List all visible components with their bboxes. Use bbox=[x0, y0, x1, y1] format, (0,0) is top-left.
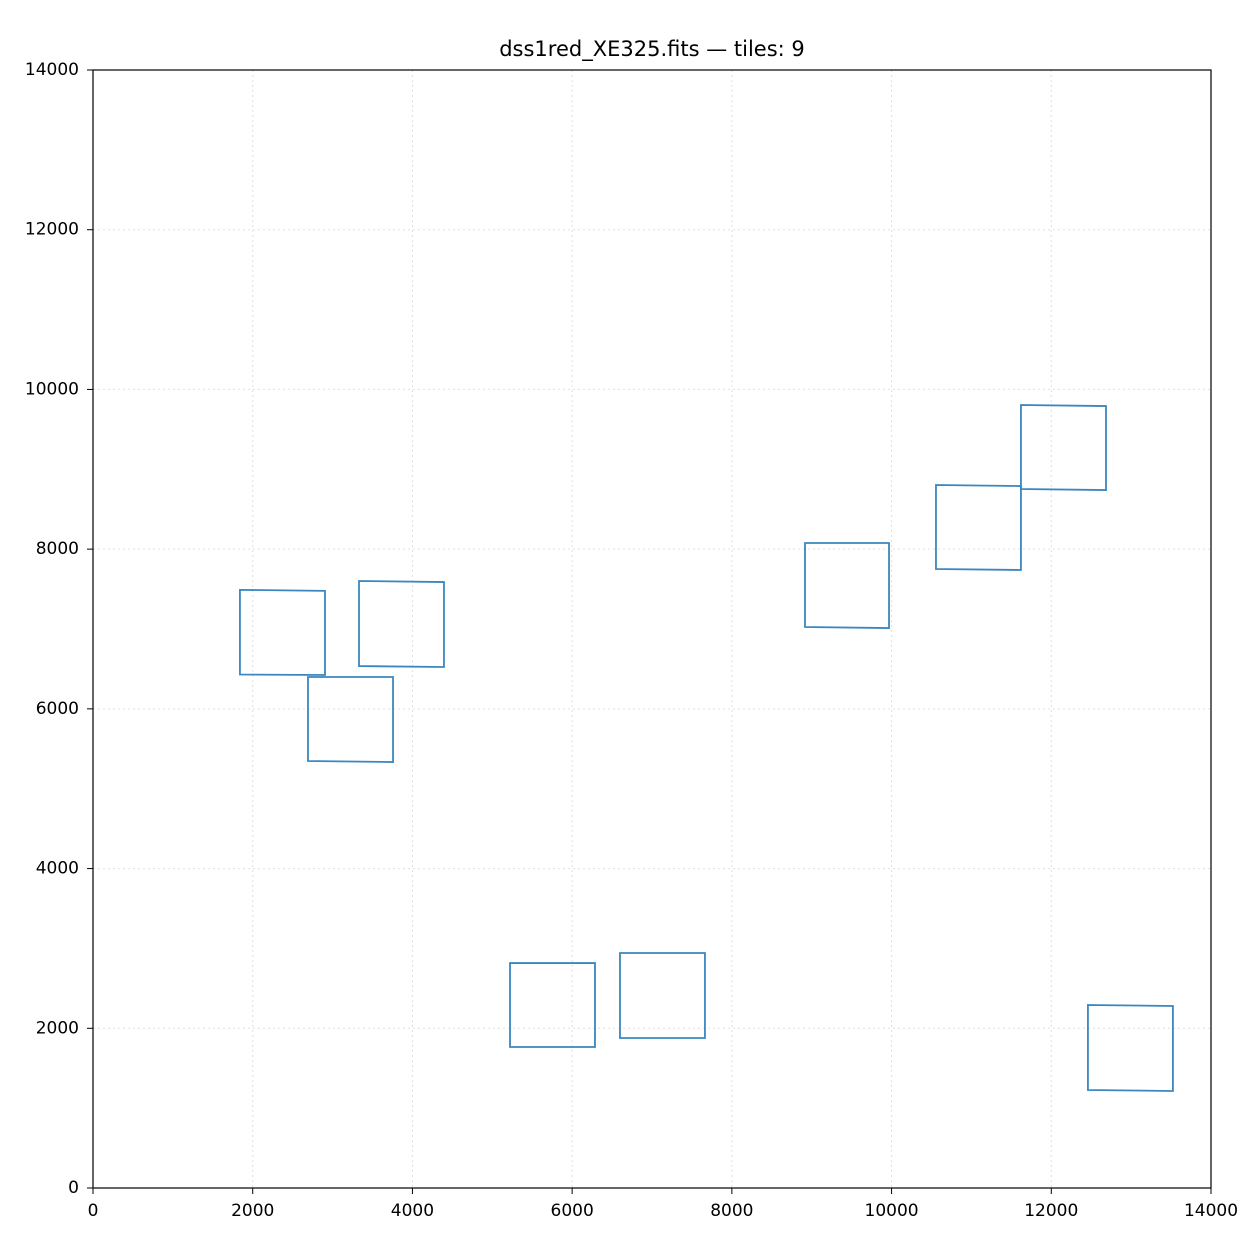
x-tick-label: 12000 bbox=[1024, 1201, 1078, 1221]
y-tick-label: 10000 bbox=[25, 379, 79, 399]
tile bbox=[619, 952, 706, 1039]
y-tick-label: 8000 bbox=[36, 539, 79, 559]
y-tick-label: 12000 bbox=[25, 220, 79, 240]
y-tick-label: 2000 bbox=[36, 1018, 79, 1038]
x-tick-label: 14000 bbox=[1184, 1201, 1238, 1221]
y-tick-label: 0 bbox=[68, 1178, 79, 1198]
chart-title: dss1red_XE325.fits — tiles: 9 bbox=[499, 37, 805, 62]
x-tick-label: 6000 bbox=[551, 1201, 594, 1221]
x-tick-label: 2000 bbox=[231, 1201, 274, 1221]
tile bbox=[239, 588, 326, 676]
x-tick-label: 8000 bbox=[710, 1201, 753, 1221]
y-tick-label: 14000 bbox=[25, 60, 79, 80]
plot-frame bbox=[92, 69, 1212, 1189]
tile bbox=[1020, 404, 1107, 491]
tile bbox=[935, 484, 1022, 571]
y-tick-label: 4000 bbox=[36, 859, 79, 879]
x-tick-label: 10000 bbox=[865, 1201, 919, 1221]
tile bbox=[509, 962, 596, 1048]
tile bbox=[804, 542, 890, 629]
tile bbox=[1087, 1004, 1174, 1092]
tile bbox=[307, 676, 394, 763]
y-tick-label: 6000 bbox=[36, 699, 79, 719]
x-tick-label: 4000 bbox=[391, 1201, 434, 1221]
x-tick-label: 0 bbox=[88, 1201, 99, 1221]
tile bbox=[358, 580, 445, 668]
